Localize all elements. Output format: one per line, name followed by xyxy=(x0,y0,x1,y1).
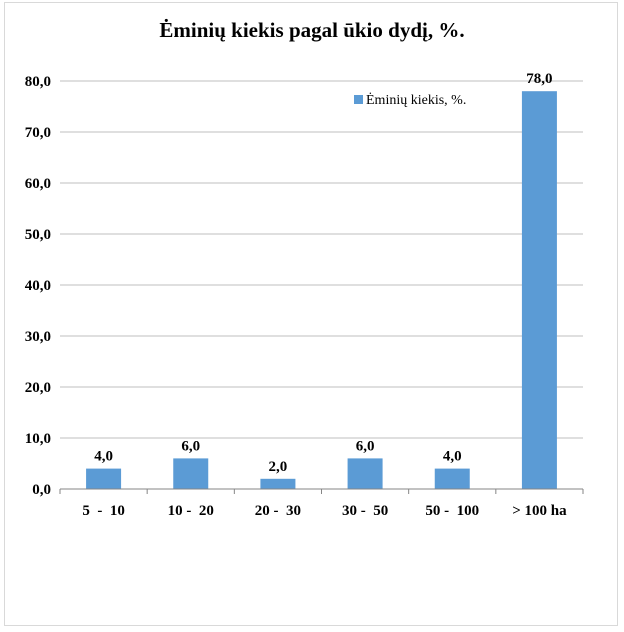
y-tick-label: 10,0 xyxy=(25,431,51,447)
bar xyxy=(260,478,296,489)
gridlines xyxy=(60,80,583,439)
data-labels: 4,0 6,0 2,0 6,0 4,0 78,0 xyxy=(94,71,552,475)
data-label: 4,0 xyxy=(94,449,113,465)
bar xyxy=(434,468,470,489)
y-tick-label: 80,0 xyxy=(25,74,51,90)
bar xyxy=(521,91,557,489)
y-tick-label: 40,0 xyxy=(25,278,51,294)
data-label: 78,0 xyxy=(526,71,552,87)
x-tick-label: 10 - 20 xyxy=(168,503,214,519)
data-label: 4,0 xyxy=(443,449,462,465)
bars xyxy=(86,91,557,489)
x-axis xyxy=(59,488,584,494)
bar xyxy=(173,458,209,489)
y-axis-tick-labels: 0,0 10,0 20,0 30,0 40,0 50,0 60,0 70,0 80,0 xyxy=(25,74,51,498)
data-label: 6,0 xyxy=(356,438,375,454)
x-tick-label: 50 - 100 xyxy=(425,503,479,519)
data-label: 2,0 xyxy=(269,459,288,475)
bar xyxy=(347,458,383,489)
y-tick-label: 30,0 xyxy=(25,329,51,345)
chart-title: Ėminių kiekis pagal ūkio dydį, %. xyxy=(159,18,465,42)
legend: Ėminių kiekis, %. xyxy=(354,92,466,108)
legend-swatch xyxy=(354,95,363,104)
y-tick-label: 0,0 xyxy=(32,482,51,498)
category-labels: 5 - 10 10 - 20 20 - 30 30 - 50 50 - 100 > 100… xyxy=(82,503,567,519)
y-tick-label: 60,0 xyxy=(25,176,51,192)
chart-frame xyxy=(4,2,618,626)
bar xyxy=(86,468,122,489)
x-tick-label: > 100 ha xyxy=(512,503,567,519)
x-tick-label: 20 - 30 xyxy=(255,503,301,519)
y-tick-label: 20,0 xyxy=(25,380,51,396)
y-tick-label: 70,0 xyxy=(25,125,51,141)
x-tick-label: 5 - 10 xyxy=(82,503,125,519)
y-tick-label: 50,0 xyxy=(25,227,51,243)
x-tick-label: 30 - 50 xyxy=(342,503,388,519)
legend-label: Ėminių kiekis, %. xyxy=(366,92,466,108)
data-label: 6,0 xyxy=(181,438,200,454)
